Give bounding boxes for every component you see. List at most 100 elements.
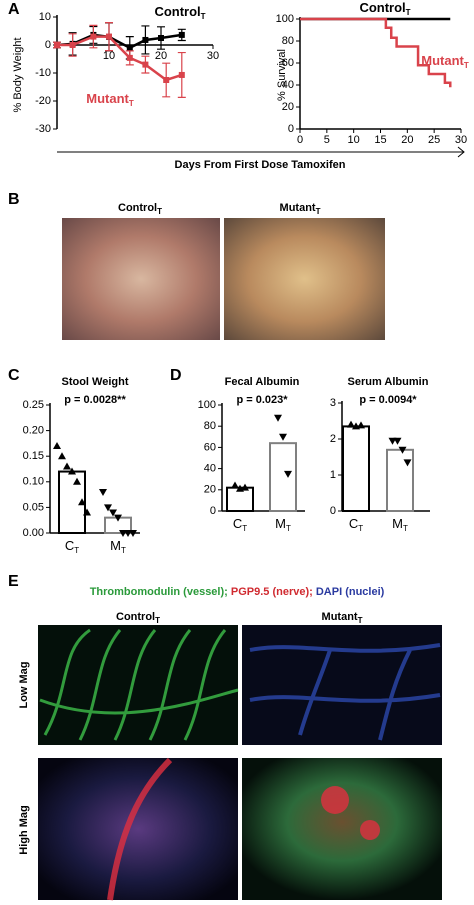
- y-tick-label: 60: [204, 441, 216, 453]
- y-tick-label: 40: [204, 463, 216, 475]
- y-tick-label: 0: [288, 123, 294, 135]
- micro-control-low: [38, 625, 238, 745]
- point: [63, 462, 71, 470]
- series-label: ControlT: [359, 0, 410, 17]
- stain-legend: Thrombomodulin (vessel); PGP9.5 (nerve);…: [90, 586, 385, 598]
- micro-mutant-low: [242, 625, 442, 745]
- y-tick-label: 80: [204, 420, 216, 432]
- category-sub: T: [121, 546, 126, 555]
- point: [104, 504, 112, 512]
- bar: [342, 425, 370, 512]
- y-tick-label: -20: [35, 95, 51, 107]
- x-tick-label: MT: [110, 538, 126, 555]
- panel-label: D: [170, 367, 182, 384]
- point: [398, 446, 407, 454]
- point: [114, 514, 122, 522]
- series-sub: T: [464, 61, 469, 70]
- nerve-texture: [360, 820, 380, 840]
- chart-title: Fecal Albumin: [225, 376, 300, 388]
- point: [241, 483, 249, 491]
- panel-label: B: [8, 191, 20, 208]
- x-tick-label: MT: [275, 516, 291, 533]
- point: [231, 481, 239, 489]
- point: [347, 420, 355, 428]
- series-label: MutantT: [86, 91, 134, 108]
- series-name: Mutant: [86, 91, 129, 106]
- row-label: Low Mag: [18, 661, 30, 708]
- marker: [178, 31, 185, 38]
- x-tick-label: 10: [103, 50, 115, 62]
- y-tick-label: 10: [39, 11, 51, 23]
- point: [53, 441, 61, 449]
- vessel-texture: [39, 628, 239, 741]
- photo-header: MutantT: [280, 202, 321, 216]
- x-tick-label: 20: [155, 50, 167, 62]
- micro-mutant-high: [242, 758, 442, 900]
- survival-line: [300, 17, 452, 88]
- marker: [106, 33, 112, 40]
- header-text: Control: [118, 202, 157, 214]
- x-tick-label: CT: [65, 538, 79, 555]
- chart-subtitle: p = 0.023*: [236, 394, 288, 406]
- point: [73, 477, 81, 485]
- point: [68, 467, 76, 475]
- nerve-texture: [107, 757, 173, 901]
- y-tick-label: 0: [330, 505, 336, 517]
- point: [403, 459, 412, 467]
- point: [58, 452, 66, 460]
- header-sub: T: [358, 616, 363, 625]
- marker: [178, 71, 185, 78]
- point: [109, 509, 117, 517]
- series-label: ControlT: [154, 4, 205, 21]
- point: [284, 470, 292, 478]
- y-tick-label: 0.10: [23, 476, 44, 488]
- x-tick-label: 30: [207, 50, 219, 62]
- category: C: [349, 516, 358, 531]
- series-name: Control: [359, 0, 405, 15]
- photo-control: [62, 218, 220, 340]
- y-tick-label: -30: [35, 123, 51, 135]
- bar: [386, 448, 414, 512]
- chart-title: Serum Albumin: [348, 376, 429, 388]
- chart-title: Stool Weight: [61, 376, 128, 388]
- panel-label: E: [8, 573, 19, 590]
- category: M: [392, 516, 403, 531]
- x-tick-label: 0: [297, 134, 303, 146]
- photo-header: ControlT: [118, 202, 162, 216]
- y-tick-label: 100: [276, 13, 294, 25]
- y-tick-label: 60: [282, 57, 294, 69]
- category: M: [110, 538, 121, 553]
- x-tick-label: MT: [392, 516, 408, 533]
- marker: [142, 36, 149, 43]
- panel-label: A: [8, 1, 20, 18]
- x-tick-label: CT: [349, 516, 363, 533]
- bar: [269, 442, 297, 512]
- point: [83, 508, 91, 516]
- marker: [126, 44, 133, 51]
- y-tick-label: 20: [204, 484, 216, 496]
- y-tick-label: 0.00: [23, 527, 44, 539]
- category: C: [65, 538, 74, 553]
- marker: [142, 61, 149, 68]
- series-label: MutantT: [421, 53, 469, 70]
- y-tick-label: 80: [282, 35, 294, 47]
- photo-mutant: [224, 218, 385, 340]
- y-tick-label: 0.05: [23, 501, 44, 513]
- point: [99, 489, 107, 497]
- micro-header: ControlT: [116, 611, 160, 625]
- marker: [69, 42, 76, 48]
- series-name: Control: [154, 4, 200, 19]
- category: C: [233, 516, 242, 531]
- x-tick-label: 15: [374, 134, 386, 146]
- x-tick-label: 25: [428, 134, 440, 146]
- category-sub: T: [403, 524, 408, 533]
- marker: [90, 33, 97, 40]
- y-tick-label: 100: [198, 399, 216, 411]
- y-tick-label: 0: [45, 39, 51, 51]
- shared-x-label: Days From First Dose Tamoxifen: [175, 159, 346, 171]
- point: [274, 414, 282, 422]
- y-tick-label: 2: [330, 433, 336, 445]
- category-sub: T: [242, 524, 247, 533]
- x-tick-label: 20: [401, 134, 413, 146]
